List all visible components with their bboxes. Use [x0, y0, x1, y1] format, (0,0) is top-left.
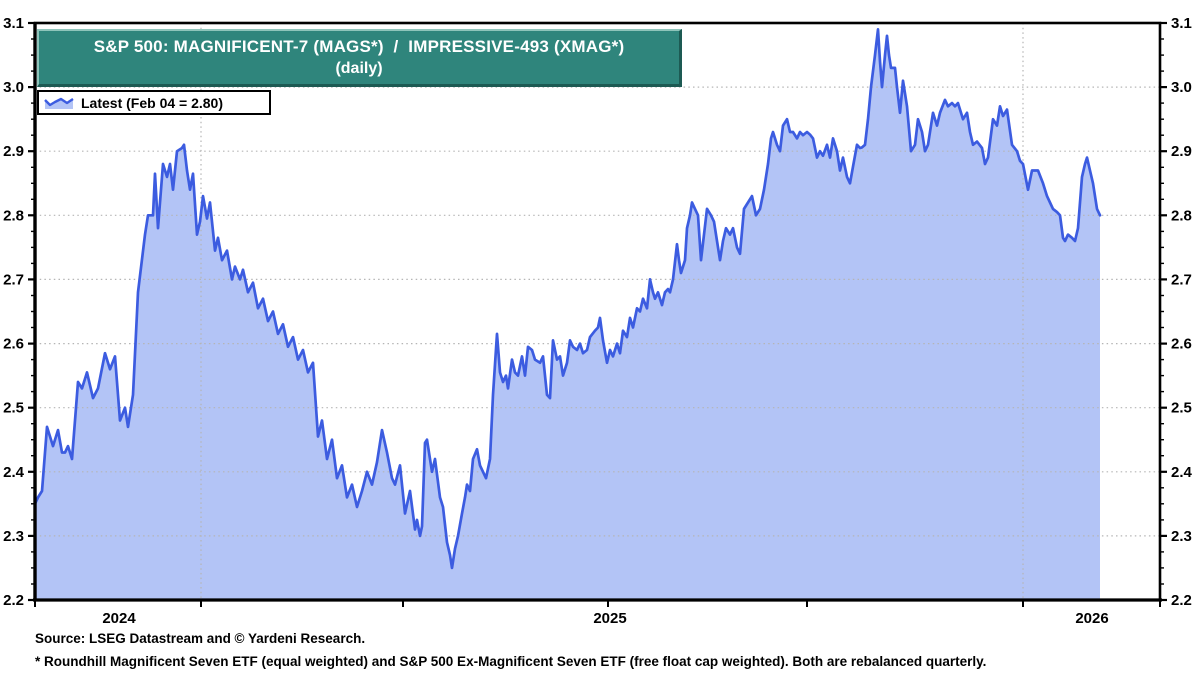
y-tick-label-right: 2.5 [1171, 400, 1192, 417]
legend: Latest (Feb 04 = 2.80) [37, 90, 271, 115]
y-tick-label-left: 2.7 [3, 271, 24, 288]
y-tick-label-left: 2.8 [3, 207, 24, 224]
legend-label: Latest (Feb 04 = 2.80) [81, 94, 224, 111]
y-tick-label-right: 2.7 [1171, 271, 1192, 288]
y-tick-label-left: 2.9 [3, 143, 24, 160]
y-tick-label-right: 2.8 [1171, 207, 1192, 224]
y-tick-label-right: 2.4 [1171, 464, 1193, 481]
source-text: Source: LSEG Datastream and © Yardeni Re… [35, 631, 366, 646]
series-area-fill [35, 29, 1100, 600]
x-year-label: 2026 [1075, 610, 1108, 627]
chart-title-box: S&P 500: MAGNIFICENT-7 (MAGS*) / IMPRESS… [37, 29, 682, 87]
y-tick-label-right: 2.3 [1171, 528, 1192, 545]
y-tick-label-left: 2.4 [3, 464, 25, 481]
y-tick-label-left: 2.6 [3, 336, 24, 353]
y-tick-label-right: 2.2 [1171, 592, 1192, 609]
y-tick-label-left: 3.1 [3, 15, 24, 32]
legend-area-swatch-icon [44, 97, 74, 109]
chart-title: S&P 500: MAGNIFICENT-7 (MAGS*) / IMPRESS… [93, 37, 625, 56]
y-tick-label-left: 2.3 [3, 528, 24, 545]
y-tick-label-left: 2.2 [3, 592, 24, 609]
y-tick-label-right: 2.9 [1171, 143, 1192, 160]
x-year-label: 2024 [102, 610, 136, 627]
x-year-label: 2025 [593, 610, 626, 627]
series-line [33, 28, 1102, 570]
chart-subtitle: (daily) [335, 60, 383, 77]
footnote-text: * Roundhill Magnificent Seven ETF (equal… [35, 654, 987, 669]
y-tick-label-right: 2.6 [1171, 336, 1192, 353]
y-tick-label-right: 3.0 [1171, 79, 1192, 96]
y-tick-label-right: 3.1 [1171, 15, 1192, 32]
y-tick-label-left: 3.0 [3, 79, 24, 96]
y-tick-label-left: 2.5 [3, 400, 24, 417]
